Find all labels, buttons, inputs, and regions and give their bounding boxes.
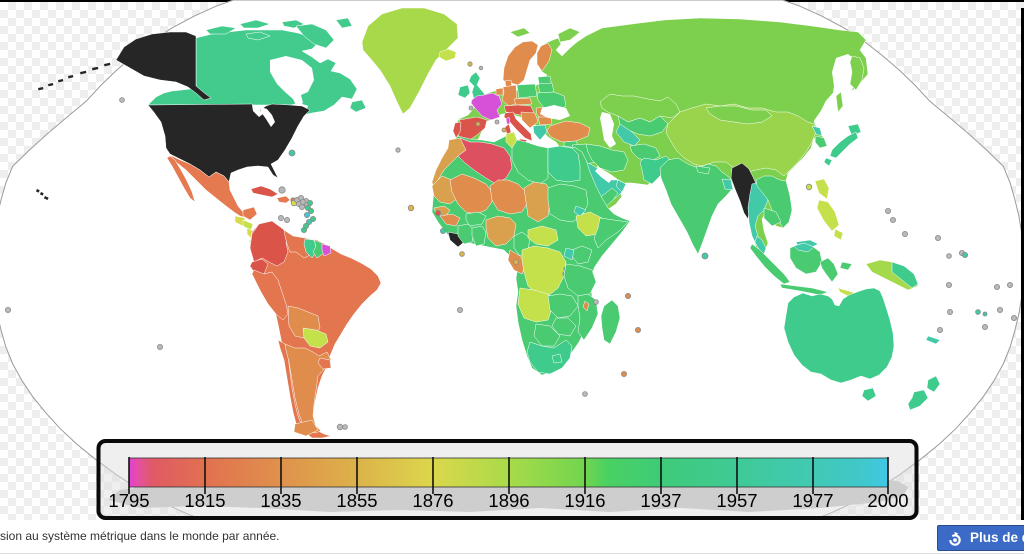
svg-text:1957: 1957 — [716, 490, 757, 511]
svg-text:1977: 1977 — [792, 490, 833, 511]
svg-text:1876: 1876 — [412, 490, 453, 511]
svg-text:1815: 1815 — [184, 490, 225, 511]
svg-text:1835: 1835 — [260, 490, 301, 511]
svg-text:1855: 1855 — [336, 490, 377, 511]
svg-text:1896: 1896 — [488, 490, 529, 511]
svg-text:2000: 2000 — [867, 490, 908, 511]
svg-text:1937: 1937 — [640, 490, 681, 511]
svg-text:1795: 1795 — [108, 490, 149, 511]
svg-text:1916: 1916 — [564, 490, 605, 511]
